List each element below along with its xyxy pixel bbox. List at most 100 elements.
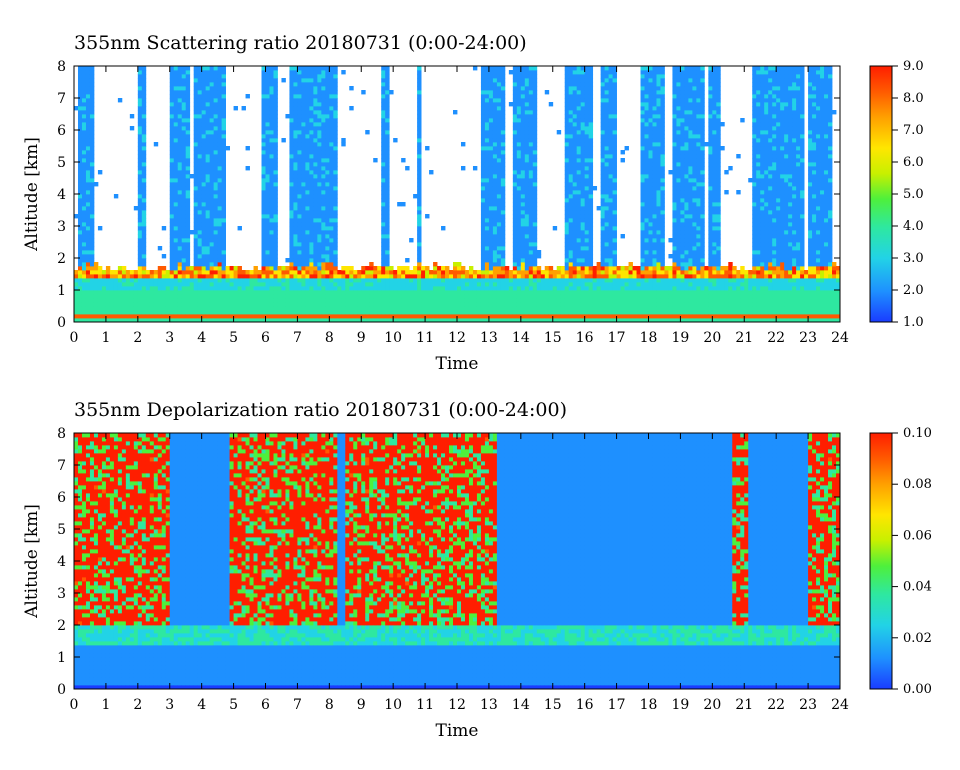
heatmap-cell — [612, 282, 617, 287]
heatmap-cell — [321, 190, 326, 195]
heatmap-cell — [209, 86, 215, 91]
heatmap-cell — [564, 298, 570, 303]
heatmap-cell — [528, 178, 534, 183]
heatmap-cell — [269, 198, 274, 203]
heatmap-cell — [213, 186, 219, 191]
heatmap-cell — [89, 166, 95, 171]
heatmap-cell — [237, 302, 242, 307]
heatmap-cell — [305, 150, 310, 155]
heatmap-cell — [484, 142, 490, 147]
heatmap-cell — [273, 98, 278, 103]
heatmap-cell — [297, 138, 302, 143]
heatmap-cell — [321, 90, 326, 95]
heatmap-cell — [604, 166, 609, 171]
heatmap-cell — [500, 258, 506, 263]
heatmap-cell — [313, 86, 318, 91]
heatmap-cell — [381, 154, 386, 159]
heatmap-cell — [556, 302, 562, 307]
heatmap-cell — [217, 198, 223, 203]
heatmap-cell — [209, 318, 215, 323]
heatmap-cell — [113, 318, 119, 323]
heatmap-cell — [273, 74, 278, 79]
heatmap-cell — [437, 298, 442, 303]
heatmap-cell — [289, 86, 294, 91]
heatmap-cell — [249, 274, 254, 279]
heatmap-cell — [293, 290, 298, 295]
heatmap-cell — [596, 306, 602, 311]
heatmap-cell — [512, 306, 518, 311]
heatmap-cell — [576, 106, 582, 111]
heatmap-cell — [329, 134, 334, 139]
heatmap-cell — [269, 310, 274, 315]
heatmap-cell — [77, 166, 83, 171]
heatmap-cell — [137, 290, 143, 295]
heatmap-cell — [85, 254, 91, 259]
heatmap-cell — [385, 106, 390, 111]
heatmap-cell — [261, 254, 266, 259]
heatmap-cell — [612, 194, 617, 199]
heatmap-cell — [273, 258, 278, 263]
heatmap-cell — [524, 274, 530, 279]
heatmap-cell — [113, 306, 119, 311]
heatmap-cell — [604, 274, 609, 279]
heatmap-cell — [273, 302, 278, 307]
heatmap-cell — [289, 238, 294, 243]
heatmap-cell — [301, 278, 306, 283]
heatmap-cell — [580, 178, 586, 183]
heatmap-cell — [417, 190, 422, 195]
heatmap-cell — [201, 306, 207, 311]
heatmap-cell — [93, 302, 99, 307]
heatmap-cell — [129, 274, 135, 279]
heatmap-cell — [141, 94, 147, 99]
heatmap-cell — [532, 202, 538, 207]
heatmap-cell — [572, 198, 578, 203]
heatmap-cell — [600, 258, 606, 263]
heatmap-cell — [377, 282, 382, 287]
heatmap-cell — [217, 110, 223, 115]
heatmap-cell — [508, 102, 514, 107]
heatmap-cell — [265, 138, 270, 143]
heatmap-cell — [401, 314, 406, 319]
heatmap-cell — [612, 286, 617, 291]
heatmap-cell — [564, 82, 570, 87]
heatmap-cell — [612, 162, 617, 167]
heatmap-cell — [205, 158, 211, 163]
heatmap-cell — [381, 186, 386, 191]
heatmap-cell — [97, 310, 103, 315]
heatmap-cell — [301, 66, 306, 71]
heatmap-cell — [325, 142, 330, 147]
heatmap-cell — [293, 218, 298, 223]
heatmap-cell — [221, 74, 226, 79]
heatmap-cell — [457, 294, 462, 299]
heatmap-cell — [141, 134, 147, 139]
heatmap-cell — [417, 122, 422, 127]
heatmap-cell — [177, 230, 183, 235]
heatmap-cell — [265, 270, 270, 275]
heatmap-cell — [237, 298, 242, 303]
heatmap-cell — [309, 270, 314, 275]
heatmap-cell — [293, 178, 298, 183]
heatmap-cell — [137, 238, 143, 243]
heatmap-cell — [161, 270, 167, 275]
heatmap-cell — [484, 262, 490, 267]
heatmap-cell — [89, 226, 95, 231]
heatmap-cell — [496, 218, 502, 223]
heatmap-cell — [305, 254, 310, 259]
heatmap-cell — [488, 102, 494, 107]
heatmap-cell — [576, 178, 582, 183]
heatmap-cell — [540, 310, 546, 315]
heatmap-cell — [133, 270, 139, 275]
heatmap-cell — [600, 250, 606, 255]
heatmap-cell — [600, 150, 606, 155]
heatmap-cell — [81, 238, 87, 243]
heatmap-cell — [353, 286, 358, 291]
heatmap-cell — [445, 318, 450, 323]
heatmap-cell — [233, 270, 238, 275]
heatmap-cell — [177, 310, 183, 315]
heatmap-cell — [113, 290, 119, 295]
heatmap-cell — [153, 270, 159, 275]
heatmap-cell — [197, 314, 203, 319]
heatmap-cell — [217, 94, 223, 99]
heatmap-cell — [169, 222, 175, 227]
heatmap-cell — [317, 222, 322, 227]
